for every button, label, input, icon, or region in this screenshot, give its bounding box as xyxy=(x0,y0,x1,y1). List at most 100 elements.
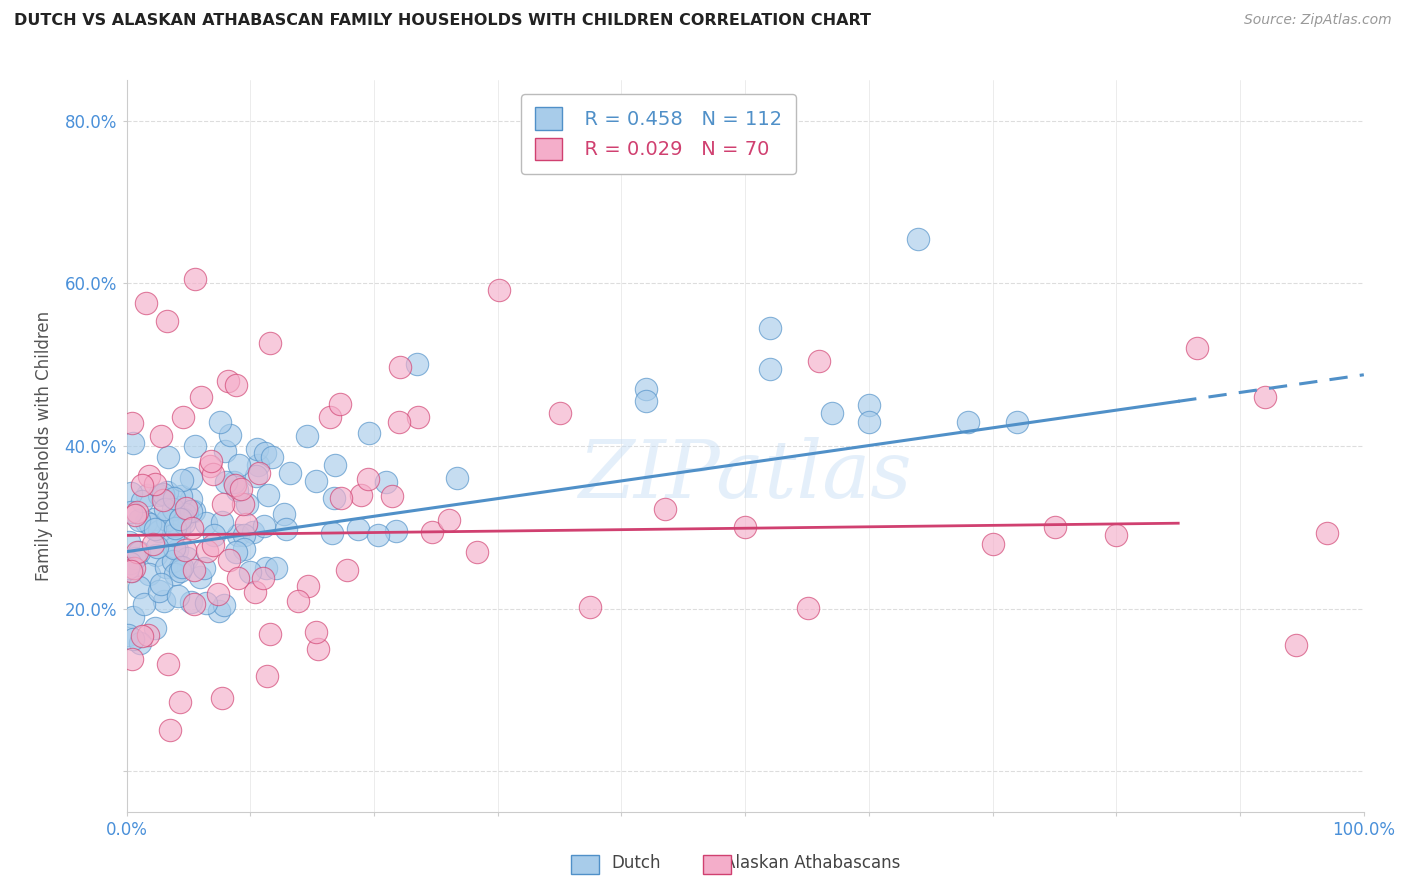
Point xyxy=(208,604,231,618)
Point xyxy=(139,517,162,532)
Point xyxy=(235,516,257,531)
Point xyxy=(654,501,676,516)
Point xyxy=(195,516,218,530)
Point xyxy=(155,560,177,574)
Point xyxy=(228,458,250,472)
Point xyxy=(256,669,278,683)
Point xyxy=(121,652,143,666)
Point xyxy=(142,512,165,526)
Point xyxy=(176,550,198,565)
Point xyxy=(1007,415,1029,429)
Point xyxy=(152,487,174,501)
Point xyxy=(148,583,170,598)
Point xyxy=(157,450,180,464)
Point xyxy=(446,470,468,484)
Legend:   R = 0.458   N = 112,   R = 0.029   N = 70: R = 0.458 N = 112, R = 0.029 N = 70 xyxy=(522,94,796,174)
Point xyxy=(153,501,176,516)
Point xyxy=(247,466,270,480)
Point xyxy=(907,232,929,246)
Point xyxy=(254,560,277,574)
Point xyxy=(131,629,153,643)
Point xyxy=(125,505,148,519)
Point xyxy=(235,497,257,511)
Point xyxy=(246,458,269,473)
Point xyxy=(323,491,346,505)
Point xyxy=(375,475,398,489)
Point xyxy=(329,397,352,411)
Point xyxy=(120,486,142,500)
Point xyxy=(149,577,172,591)
Point xyxy=(131,478,153,492)
Point xyxy=(388,415,411,429)
Point xyxy=(169,512,191,526)
Point xyxy=(323,458,346,473)
Point xyxy=(636,394,658,409)
Point xyxy=(367,528,389,542)
Point xyxy=(169,512,191,526)
Point xyxy=(297,579,319,593)
Point xyxy=(357,426,380,441)
Point xyxy=(148,487,170,501)
Point xyxy=(193,561,215,575)
Point xyxy=(225,544,247,558)
Point xyxy=(225,377,247,392)
Point xyxy=(180,594,202,608)
Point xyxy=(336,563,359,577)
Point xyxy=(636,382,658,396)
Point xyxy=(124,508,146,522)
Point xyxy=(162,553,184,567)
Point xyxy=(245,468,267,483)
Point xyxy=(350,488,373,502)
Point xyxy=(181,521,204,535)
Point xyxy=(437,513,460,527)
Point xyxy=(202,467,225,482)
Point xyxy=(239,565,262,579)
Point xyxy=(224,478,246,492)
Point xyxy=(132,597,155,611)
Point xyxy=(797,600,820,615)
Point xyxy=(274,522,297,536)
Point xyxy=(145,548,167,562)
Point xyxy=(347,522,370,536)
Point xyxy=(127,544,149,558)
Point xyxy=(149,429,172,443)
Point xyxy=(163,521,186,535)
Point xyxy=(319,409,342,424)
Point xyxy=(264,560,287,574)
Point xyxy=(162,502,184,516)
Point xyxy=(207,587,229,601)
Point xyxy=(136,627,159,641)
Point xyxy=(122,561,145,575)
Point xyxy=(172,410,194,425)
Point xyxy=(243,584,266,599)
Point xyxy=(173,516,195,530)
Point xyxy=(579,600,602,615)
Point xyxy=(246,442,269,457)
Point xyxy=(184,439,207,453)
Point xyxy=(956,415,979,429)
Point xyxy=(548,407,571,421)
Point xyxy=(278,466,301,480)
Point xyxy=(389,359,412,374)
Point xyxy=(211,690,233,705)
Point xyxy=(153,594,176,608)
Point xyxy=(163,541,186,555)
Point xyxy=(226,528,249,542)
Point xyxy=(214,443,236,458)
Point xyxy=(183,504,205,518)
Point xyxy=(218,552,240,566)
Point xyxy=(174,508,197,522)
Point xyxy=(166,543,188,558)
Point xyxy=(176,505,198,519)
Point xyxy=(821,407,844,421)
Point xyxy=(121,564,143,578)
Point xyxy=(128,544,150,558)
Point xyxy=(307,641,329,656)
Point xyxy=(152,492,174,507)
Point xyxy=(222,475,245,489)
Point xyxy=(122,610,145,624)
Point xyxy=(135,296,157,310)
Point xyxy=(183,272,205,286)
Point xyxy=(208,416,231,430)
Point xyxy=(305,624,328,639)
